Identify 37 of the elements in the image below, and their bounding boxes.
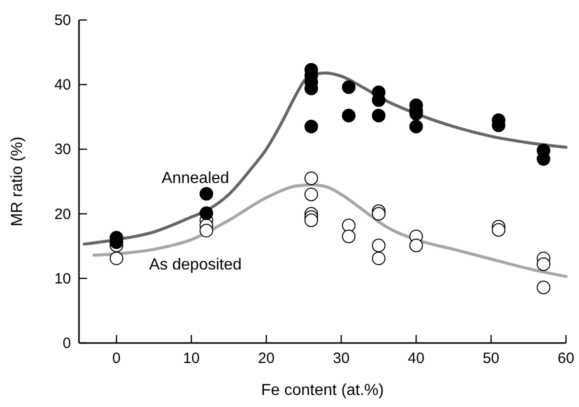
x-tick-label: 0 xyxy=(112,350,121,367)
point xyxy=(200,186,214,201)
series-label: As deposited xyxy=(149,256,242,274)
x-tick-label: 10 xyxy=(183,350,200,367)
point xyxy=(304,171,318,186)
point xyxy=(409,238,423,252)
y-tick-label: 20 xyxy=(54,206,71,223)
x-tick-label: 60 xyxy=(558,350,574,367)
x-axis-title: Fe content (at.%) xyxy=(261,382,384,399)
point xyxy=(536,257,550,271)
point xyxy=(304,120,318,134)
x-tick-label: 40 xyxy=(408,350,424,367)
point xyxy=(110,252,124,266)
point xyxy=(372,108,386,122)
point xyxy=(342,230,356,244)
y-tick-label: 0 xyxy=(62,335,71,352)
y-tick-label: 30 xyxy=(54,141,71,158)
point xyxy=(342,108,356,122)
y-axis-title: MR ratio (%) xyxy=(9,136,26,226)
series-label: Annealed xyxy=(162,170,230,188)
point xyxy=(536,280,550,294)
point xyxy=(304,213,318,228)
point xyxy=(492,223,506,237)
point xyxy=(372,207,386,221)
x-tick-label: 20 xyxy=(258,350,275,367)
point xyxy=(372,252,386,266)
x-tick-label: 30 xyxy=(332,350,350,367)
point xyxy=(200,206,214,220)
y-tick-label: 40 xyxy=(54,76,71,94)
y-tick-label: 10 xyxy=(54,270,71,288)
y-tick-label: 50 xyxy=(54,12,71,29)
point xyxy=(342,80,356,94)
point xyxy=(409,120,423,134)
x-tick-label: 50 xyxy=(482,350,500,367)
point xyxy=(200,224,214,238)
point xyxy=(372,238,386,252)
point xyxy=(304,188,318,202)
